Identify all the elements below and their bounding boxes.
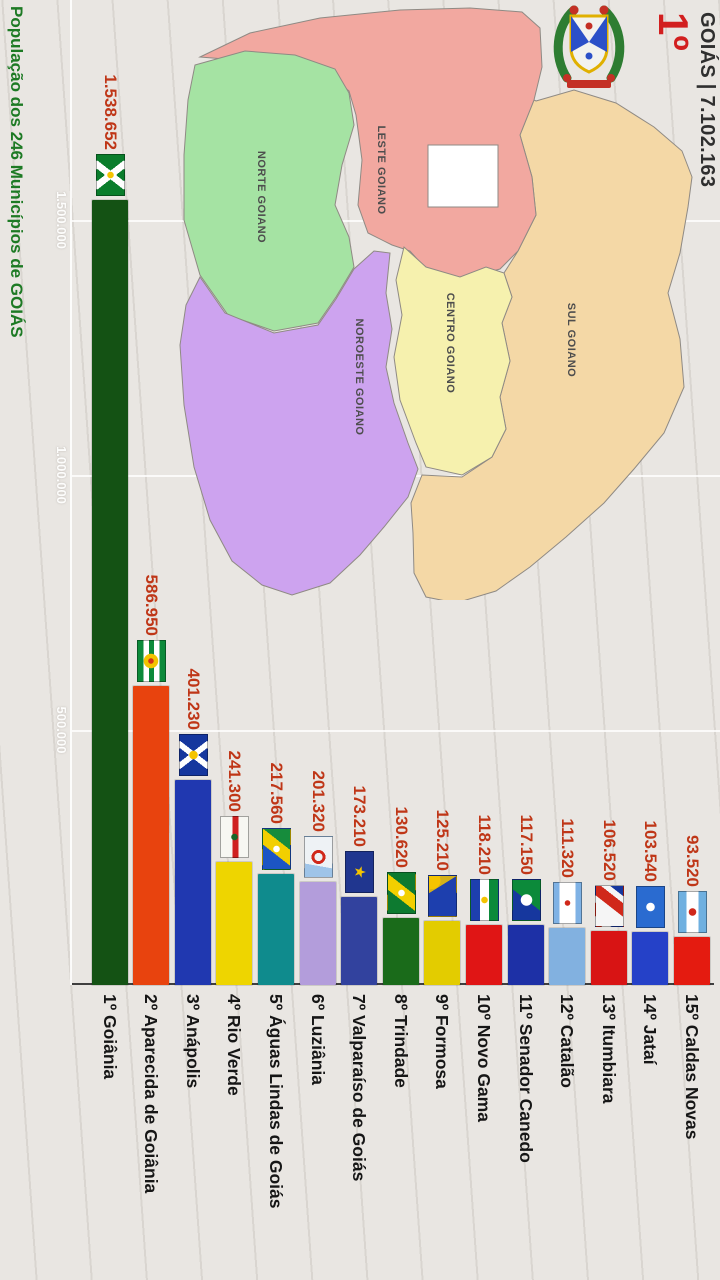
bar-row-3: 401.230 3º Anápolis bbox=[174, 0, 211, 1280]
map-region-norte-goiano bbox=[183, 50, 355, 332]
bar-row-6: 201.320 6º Luziânia bbox=[299, 0, 336, 1280]
flag-caldas-novas-icon bbox=[678, 891, 707, 933]
flag-aparecida-de-goiania-icon bbox=[137, 640, 167, 682]
map-svg: NORTE GOIANO LESTE GOIANO NOROESTE GOIAN… bbox=[179, 7, 693, 600]
map-label-noroeste-goiano: NOROESTE GOIANO bbox=[353, 319, 365, 436]
bar bbox=[549, 928, 586, 985]
bar-label: 2º Aparecida de Goiânia bbox=[141, 994, 162, 1194]
bar bbox=[91, 200, 128, 985]
bar-label: 9º Formosa bbox=[432, 994, 453, 1089]
bar-value: 106.520 bbox=[599, 819, 619, 881]
flag-formosa-icon bbox=[428, 875, 458, 917]
map-label-leste-goiano: LESTE GOIANO bbox=[375, 125, 387, 214]
bar bbox=[382, 918, 419, 985]
map-label-sul-goiano: SUL GOIANO bbox=[565, 303, 577, 377]
bar-label: 1º Goiânia bbox=[99, 994, 120, 1080]
bar-value: 111.320 bbox=[558, 818, 578, 878]
bar-row-14: 103.540 14º Jataí bbox=[632, 0, 669, 1280]
bar bbox=[424, 921, 461, 985]
bar-label: 7º Valparaíso de Goiás bbox=[349, 994, 370, 1182]
axis-separator-line bbox=[70, 0, 72, 985]
bar-label: 5º Águas Lindas de Goiás bbox=[266, 994, 286, 1209]
bar-label: 3º Anápolis bbox=[182, 994, 203, 1089]
bar bbox=[133, 686, 170, 985]
bar-value: 586.950 bbox=[142, 574, 162, 636]
flag-rio-verde-icon bbox=[220, 816, 250, 858]
bar-value: 173.210 bbox=[350, 785, 370, 847]
goias-mesoregions-map: NORTE GOIANO LESTE GOIANO NOROESTE GOIAN… bbox=[170, 5, 710, 600]
arms-branch-right bbox=[599, 5, 625, 83]
bar-value: 130.620 bbox=[391, 806, 411, 868]
bar bbox=[299, 882, 336, 985]
map-region-centro-goiano bbox=[393, 246, 513, 476]
bar-value: 93.520 bbox=[683, 835, 702, 887]
bar-label: 12º Catalão bbox=[557, 994, 578, 1088]
bar-row-15: 93.520 15º Caldas Novas bbox=[674, 0, 710, 1280]
bar-label: 15º Caldas Novas bbox=[682, 994, 702, 1140]
goias-coat-of-arms-icon bbox=[540, 0, 638, 90]
map-region-noroeste-goiano bbox=[179, 250, 419, 596]
bar-label: 4º Rio Verde bbox=[224, 994, 245, 1096]
bar-row-13: 106.520 13º Itumbiara bbox=[590, 0, 627, 1280]
flag-valparaiso-de-goias-icon: ★ bbox=[345, 851, 375, 893]
bar bbox=[590, 931, 627, 985]
coat-of-arms-svg bbox=[553, 5, 625, 88]
bar bbox=[632, 932, 669, 985]
bar-label: 10º Novo Gama bbox=[474, 994, 494, 1122]
map-label-centro-goiano: CENTRO GOIANO bbox=[444, 293, 456, 394]
bar-value: 201.320 bbox=[308, 770, 328, 832]
flag-goiania-icon bbox=[95, 154, 125, 196]
bar bbox=[466, 925, 502, 985]
bar-label: 6º Luziânia bbox=[307, 994, 328, 1085]
bar-row-12: 111.320 12º Catalão bbox=[549, 0, 586, 1280]
bar-value: 103.540 bbox=[641, 820, 661, 882]
flag-trindade-icon bbox=[386, 872, 416, 914]
bar bbox=[341, 897, 378, 985]
bar-value: 117.150 bbox=[516, 814, 536, 875]
bar-row-1: 1.538.652 1º Goiânia bbox=[91, 0, 128, 1280]
bar-label: 13º Itumbiara bbox=[598, 994, 619, 1104]
bar-row-5: 217.560 5º Águas Lindas de Goiás bbox=[258, 0, 294, 1280]
bar bbox=[507, 925, 544, 985]
bar-value: 401.230 bbox=[183, 668, 203, 730]
map-region-leste-goiano bbox=[198, 7, 543, 280]
gridline-label: 500.000 bbox=[54, 706, 69, 754]
bar bbox=[174, 780, 211, 985]
bar-value: 1.538.652 bbox=[100, 74, 120, 150]
bar bbox=[216, 862, 253, 985]
df-cutout bbox=[427, 144, 499, 208]
bar-row-10: 118.210 10º Novo Gama bbox=[466, 0, 502, 1280]
bar-row-11: 117.150 11º Senador Canedo bbox=[507, 0, 544, 1280]
flag-anapolis-icon bbox=[178, 734, 208, 776]
flag-catalao-icon bbox=[553, 882, 583, 924]
gridline-label: 1.500.000 bbox=[54, 191, 69, 249]
map-label-norte-goiano: NORTE GOIANO bbox=[255, 151, 267, 243]
chart-title: População dos 246 Municípios de GOIÁS bbox=[7, 6, 26, 338]
flag-aguas-lindas-de-goias-icon bbox=[262, 828, 291, 870]
flag-jatai-icon bbox=[636, 886, 666, 928]
flag-emblem: ★ bbox=[351, 865, 369, 879]
bar-value: 118.210 bbox=[475, 814, 494, 875]
gridline-label: 1.000.000 bbox=[54, 446, 69, 504]
arms-branch-left bbox=[553, 5, 579, 83]
bar-row-2: 586.950 2º Aparecida de Goiânia bbox=[133, 0, 170, 1280]
bar-label: 14º Jataí bbox=[640, 994, 661, 1065]
flag-senador-canedo-icon bbox=[511, 879, 541, 921]
bar-row-7: ★ 173.210 7º Valparaíso de Goiás bbox=[341, 0, 378, 1280]
bar bbox=[674, 937, 710, 985]
bar-row-8: 130.620 8º Trindade bbox=[382, 0, 419, 1280]
flag-novo-gama-icon bbox=[470, 879, 499, 921]
bar-row-4: 241.300 4º Rio Verde bbox=[216, 0, 253, 1280]
flag-itumbiara-icon bbox=[594, 885, 624, 927]
bar-row-9: 125.210 9º Formosa bbox=[424, 0, 461, 1280]
bar-value: 217.560 bbox=[267, 762, 286, 824]
flag-luziania-icon bbox=[303, 836, 333, 878]
bar-value: 125.210 bbox=[433, 809, 453, 871]
bar-value: 241.300 bbox=[225, 750, 245, 812]
bar-label: 11º Senador Canedo bbox=[515, 994, 536, 1163]
bar-label: 8º Trindade bbox=[390, 994, 411, 1088]
bar bbox=[258, 874, 294, 985]
